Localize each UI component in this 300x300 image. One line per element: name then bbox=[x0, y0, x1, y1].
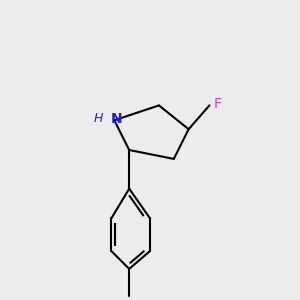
Text: N: N bbox=[111, 112, 122, 126]
Text: H: H bbox=[93, 112, 103, 125]
Text: F: F bbox=[214, 97, 222, 111]
